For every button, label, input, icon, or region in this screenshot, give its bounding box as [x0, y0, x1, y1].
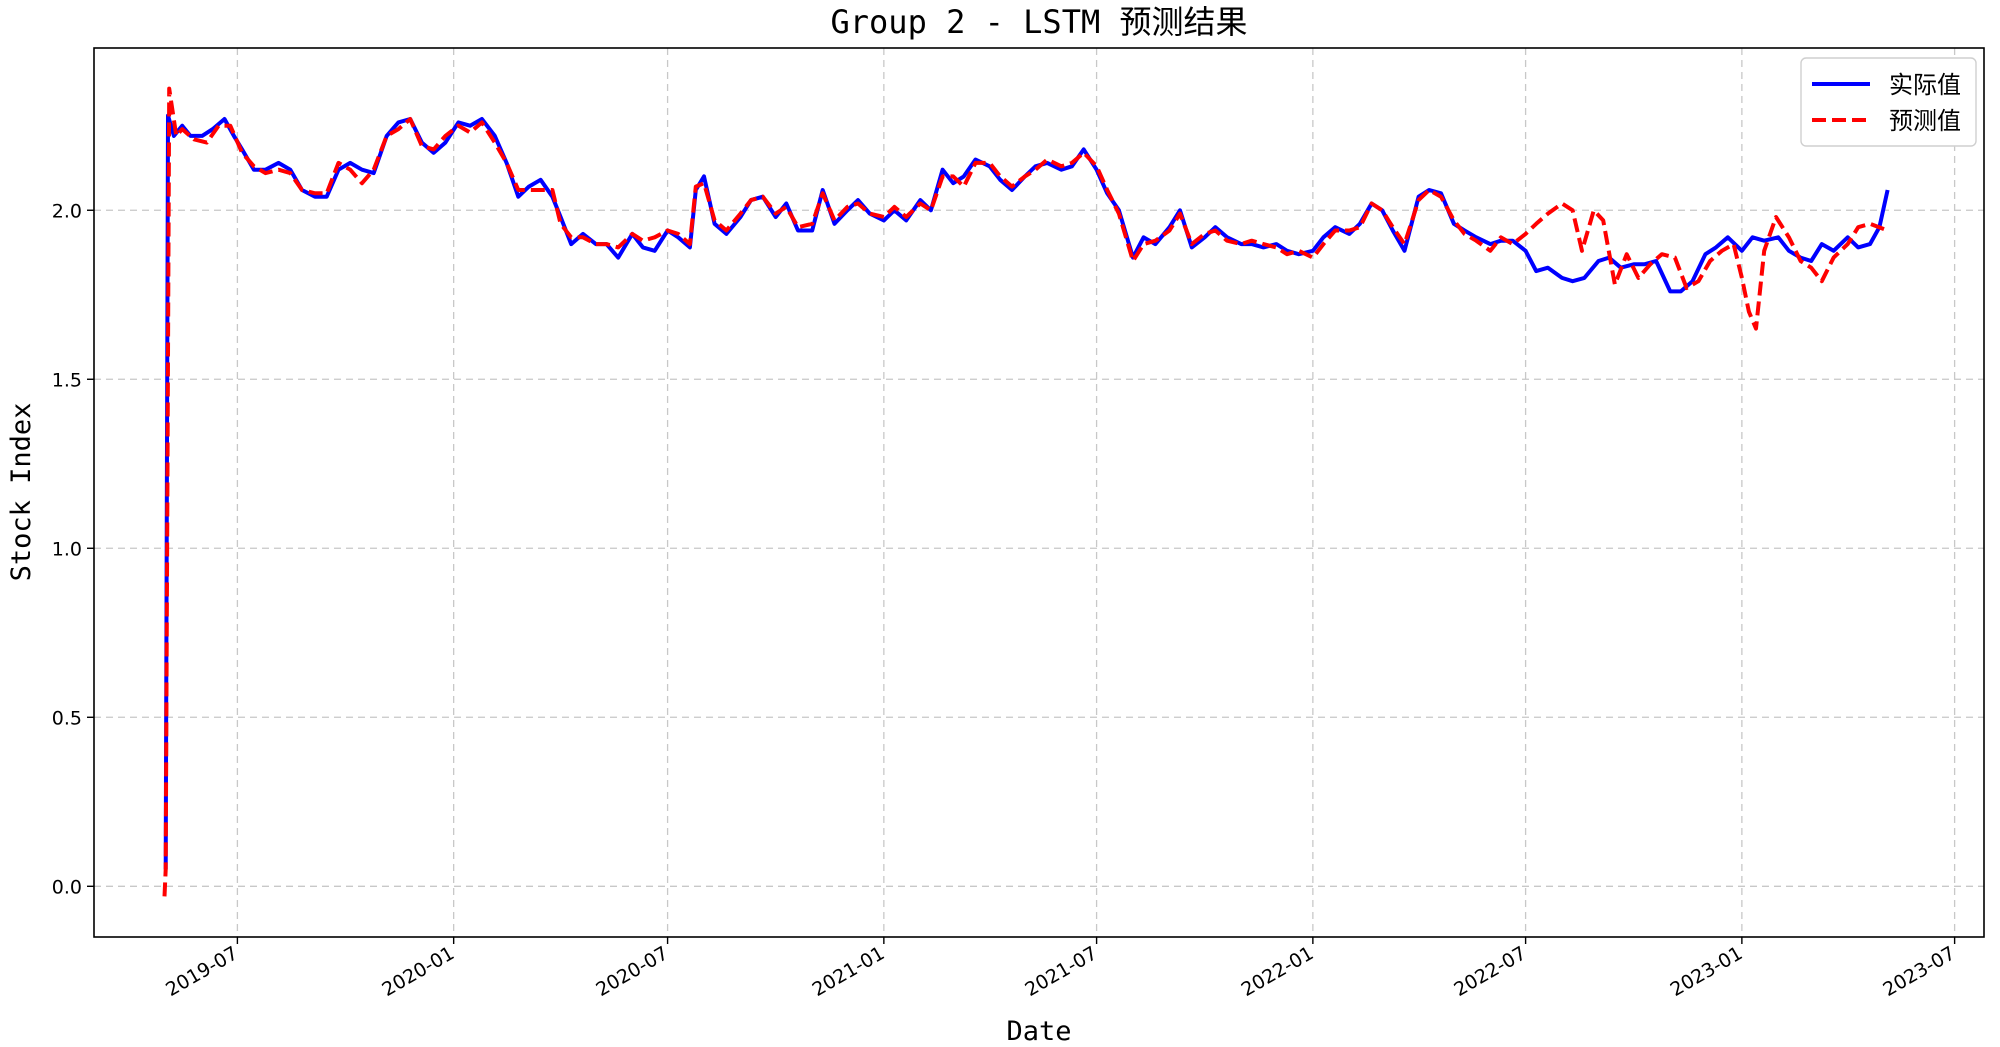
series-line-actual [163, 113, 1890, 870]
y-tick-label: 0.5 [52, 707, 82, 729]
legend-label-actual: 实际值 [1889, 71, 1961, 99]
legend: 实际值 预测值 [1800, 57, 1977, 147]
y-tick-label: 1.5 [52, 369, 82, 391]
legend-label-predicted: 预测值 [1889, 107, 1961, 135]
grid [94, 48, 1984, 937]
y-axis-title: Stock Index [6, 403, 37, 582]
x-tick-label: 2023-01 [1667, 942, 1747, 1001]
y-tick-label: 0.0 [52, 876, 82, 898]
x-tick-label: 2019-07 [162, 942, 242, 1001]
x-tick-label: 2020-07 [592, 942, 672, 1001]
x-tick-label: 2020-01 [378, 942, 458, 1001]
y-tick-label: 1.0 [52, 538, 82, 560]
x-tick-label: 2021-07 [1021, 942, 1101, 1001]
x-tick-label: 2023-07 [1879, 942, 1959, 1001]
x-tick-label: 2022-01 [1238, 942, 1318, 1001]
chart-title: Group 2 - LSTM 预测结果 [831, 3, 1248, 41]
series-group [162, 86, 1890, 897]
legend-box [1800, 57, 1977, 147]
plot-frame [93, 47, 1985, 938]
x-tick-label: 2021-01 [809, 942, 889, 1001]
series-line-predicted [162, 86, 1889, 897]
plot-background [94, 48, 1984, 937]
y-tick-label: 2.0 [52, 200, 82, 222]
x-tick-label: 2022-07 [1450, 942, 1530, 1001]
x-axis-title: Date [1006, 1016, 1071, 1047]
